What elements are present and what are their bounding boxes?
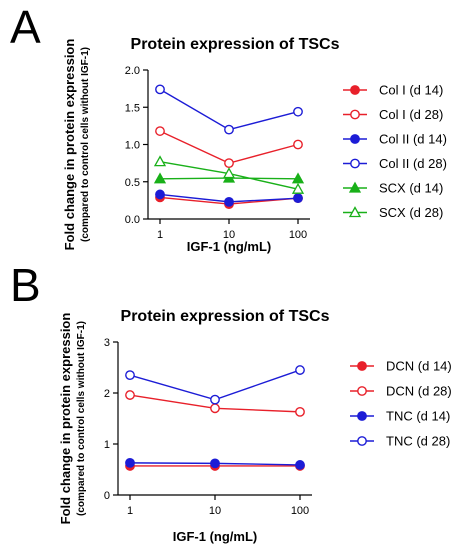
legend-label: TNC (d 14) [386, 409, 450, 424]
data-point [153, 172, 167, 184]
y-tick-label: 0.0 [125, 214, 140, 226]
legend-marker [357, 436, 367, 446]
legend-marker [350, 85, 360, 95]
legend-item: DCN (d 14) [350, 359, 452, 374]
data-point [291, 172, 305, 184]
x-axis-title: IGF-1 (ng/mL) [173, 529, 258, 544]
legend-item: DCN (d 28) [350, 384, 452, 399]
series-col-ii-d-28 [155, 84, 303, 135]
line-chart-a: 0.0 0.5 1.0 1.5 2.0 1 10 100 IGF-1 (ng/mL) Fold c… [62, 39, 447, 254]
legend-item: Col I (d 14) [343, 83, 443, 98]
series-col-ii-d-14 [155, 189, 303, 207]
y-tick-label: 0 [104, 490, 110, 502]
data-point [210, 403, 220, 414]
legend-marker [348, 206, 362, 218]
legend-item: SCX (d 14) [343, 181, 443, 196]
legend-item: TNC (d 28) [350, 434, 450, 449]
x-tick-label: 1 [127, 505, 133, 517]
legend-marker [350, 158, 360, 169]
data-point [125, 390, 135, 400]
legend-label: DCN (d 28) [386, 384, 452, 399]
panel-a: A Protein expression of TSCs 0.0 0.5 1.0 1.… [0, 0, 470, 262]
y-axis-subtitle: (compared to control cells without IGF-1… [80, 47, 91, 242]
y-tick-label: 0.5 [125, 177, 140, 189]
legend-marker [350, 134, 360, 144]
legend-item: Col II (d 14) [343, 132, 447, 147]
data-point [224, 124, 234, 135]
line-chart-b: 0 1 2 3 1 10 100 IGF-1 (ng/mL) Fold change in pr… [58, 313, 452, 544]
data-point [291, 182, 305, 194]
data-point [210, 458, 220, 469]
legend-label: Col II (d 28) [379, 156, 447, 171]
legend-marker [357, 361, 367, 371]
legend-label: DCN (d 14) [386, 359, 452, 374]
legend-label: SCX (d 14) [379, 181, 443, 196]
series-col-i-d-28 [155, 126, 303, 169]
y-axis-title: Fold change in protein expression [62, 39, 77, 251]
legend-marker [350, 109, 360, 120]
legend-item: Col II (d 28) [343, 156, 447, 171]
chart-title: Protein expression of TSCs [120, 308, 330, 325]
data-point [293, 106, 303, 117]
series-line [159, 88, 299, 131]
legend-item: TNC (d 14) [350, 409, 450, 424]
x-axis-title: IGF-1 (ng/mL) [187, 239, 272, 254]
y-axis-subtitle: (compared to control cells without IGF-1… [76, 321, 87, 516]
x-tick-label: 10 [223, 229, 235, 241]
y-axis-title: Fold change in protein expression [58, 313, 73, 525]
panel-label: B [10, 259, 41, 311]
data-point [125, 457, 135, 468]
panel-label: A [10, 1, 41, 53]
x-tick-label: 10 [209, 505, 221, 517]
legend-marker [357, 411, 367, 421]
data-point [210, 394, 220, 405]
legend-marker [348, 181, 362, 193]
legend-label: Col I (d 28) [379, 107, 443, 122]
data-point [224, 196, 234, 207]
chart-title: Protein expression of TSCs [130, 36, 340, 53]
series-dcn-d-28 [125, 390, 305, 417]
y-tick-label: 1.0 [125, 140, 140, 152]
x-tick-label: 100 [289, 229, 307, 241]
data-point [155, 189, 165, 200]
data-point [153, 155, 167, 167]
data-point [222, 167, 236, 179]
legend-label: SCX (d 28) [379, 205, 443, 220]
data-point [293, 139, 303, 150]
y-tick-label: 2 [104, 388, 110, 400]
x-tick-label: 100 [291, 505, 309, 517]
legend-item: Col I (d 28) [343, 107, 443, 122]
data-point [125, 370, 135, 381]
x-tick-label: 1 [157, 229, 163, 241]
data-point [295, 365, 305, 375]
series-scx-d-28 [153, 155, 305, 194]
series-tnc-d-28 [125, 365, 305, 405]
legend-marker [357, 386, 367, 396]
y-tick-label: 2.0 [125, 65, 140, 77]
data-point [224, 158, 234, 169]
panel-b: B Protein expression of TSCs 0 1 2 3 1 10 100 I… [0, 262, 470, 550]
data-point [155, 84, 165, 95]
legend-label: Col II (d 14) [379, 132, 447, 147]
legend-item: SCX (d 28) [343, 205, 443, 220]
series-tnc-d-14 [125, 457, 305, 470]
legend-label: Col I (d 14) [379, 83, 443, 98]
y-tick-label: 1 [104, 439, 110, 451]
data-point [293, 193, 303, 204]
y-tick-label: 1.5 [125, 102, 140, 114]
data-point [295, 460, 305, 470]
data-point [295, 406, 305, 417]
legend-label: TNC (d 28) [386, 434, 450, 449]
data-point [155, 126, 165, 136]
y-tick-label: 3 [104, 337, 110, 349]
